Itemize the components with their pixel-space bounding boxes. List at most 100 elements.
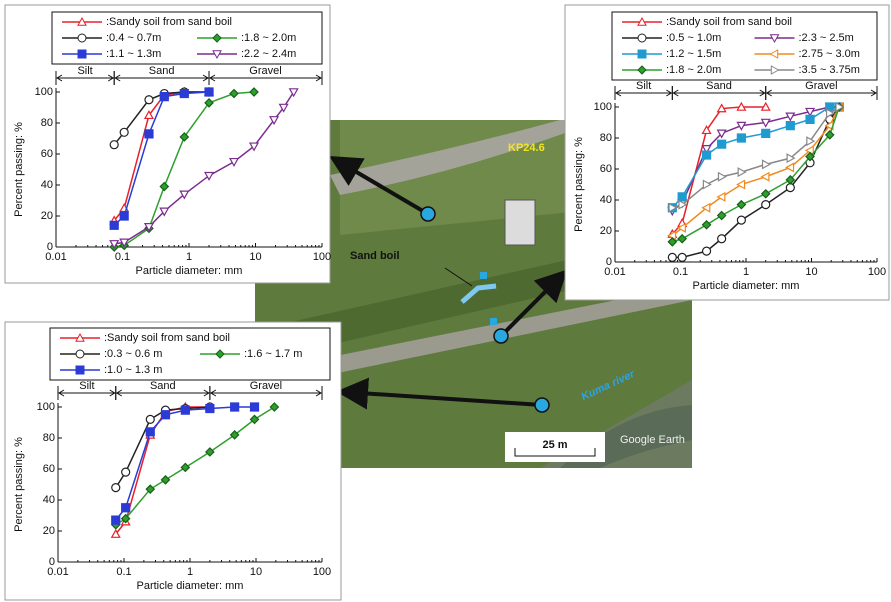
y-axis-label: Percent passing: % xyxy=(573,137,585,232)
x-tick-label: 100 xyxy=(868,266,886,278)
figure: KP24.6 Sand boil Kuma river 25 m Google … xyxy=(0,0,891,602)
zone-label: Silt xyxy=(636,80,651,92)
data-point xyxy=(806,115,814,123)
data-point xyxy=(737,134,745,142)
legend-label: :2.2 ~ 2.4m xyxy=(241,48,296,60)
data-point xyxy=(146,428,154,436)
y-tick-label: 40 xyxy=(600,194,612,206)
legend-label: :1.8 ~ 2.0m xyxy=(666,64,721,76)
data-point xyxy=(120,212,128,220)
legend-label: :Sandy soil from sand boil xyxy=(106,16,232,28)
data-point xyxy=(180,90,188,98)
x-axis-label: Particle diameter: mm xyxy=(693,280,800,292)
data-point xyxy=(122,504,130,512)
data-point xyxy=(205,88,213,96)
zone-label: Sand xyxy=(150,380,176,392)
y-tick-label: 60 xyxy=(41,148,53,160)
data-point xyxy=(160,93,168,101)
x-tick-label: 0.1 xyxy=(673,266,688,278)
legend-marker xyxy=(638,50,646,58)
zone-label: Sand xyxy=(149,65,175,77)
x-tick-label: 1 xyxy=(186,251,192,263)
legend-marker xyxy=(76,350,84,358)
x-tick-label: 100 xyxy=(313,251,331,263)
y-tick-label: 60 xyxy=(43,463,55,475)
zone-label: Gravel xyxy=(805,80,837,92)
data-point xyxy=(786,184,794,192)
data-point xyxy=(145,130,153,138)
data-point xyxy=(251,403,259,411)
y-tick-label: 80 xyxy=(41,117,53,129)
location-dot xyxy=(535,398,549,412)
zone-label: Silt xyxy=(77,65,92,77)
data-point xyxy=(161,411,169,419)
marker-square xyxy=(480,272,487,279)
data-point xyxy=(112,516,120,524)
x-tick-label: 100 xyxy=(313,566,331,578)
legend-label: :Sandy soil from sand boil xyxy=(666,16,792,28)
location-dot xyxy=(494,329,508,343)
data-point xyxy=(668,253,676,261)
zone-label: Sand xyxy=(706,80,732,92)
location-dot xyxy=(421,207,435,221)
feature-label: Sand boil xyxy=(350,250,400,262)
data-point xyxy=(718,140,726,148)
x-tick-label: 0.01 xyxy=(47,566,68,578)
data-point xyxy=(120,128,128,136)
data-point xyxy=(206,405,214,413)
legend-label: :1.1 ~ 1.3m xyxy=(106,48,161,60)
x-tick-label: 0.1 xyxy=(115,251,130,263)
data-point xyxy=(718,235,726,243)
legend-label: :0.5 ~ 1.0m xyxy=(666,32,721,44)
data-point xyxy=(737,216,745,224)
legend-label: :1.0 ~ 1.3 m xyxy=(104,364,162,376)
y-tick-label: 80 xyxy=(600,132,612,144)
data-point xyxy=(110,141,118,149)
x-tick-label: 1 xyxy=(187,566,193,578)
x-tick-label: 0.1 xyxy=(116,566,131,578)
zone-label: Silt xyxy=(79,380,94,392)
y-tick-label: 20 xyxy=(43,525,55,537)
y-tick-label: 100 xyxy=(35,86,53,98)
scale-label: 25 m xyxy=(542,439,567,451)
legend-label: :2.75 ~ 3.0m xyxy=(799,48,860,60)
legend-label: :2.3 ~ 2.5m xyxy=(799,32,854,44)
data-point xyxy=(146,415,154,423)
legend-label: :1.8 ~ 2.0m xyxy=(241,32,296,44)
y-tick-label: 60 xyxy=(600,163,612,175)
y-tick-label: 100 xyxy=(37,401,55,413)
data-point xyxy=(122,468,130,476)
data-point xyxy=(678,253,686,261)
x-tick-label: 1 xyxy=(743,266,749,278)
legend-label: :3.5 ~ 3.75m xyxy=(799,64,860,76)
chart-panel: 0204060801000.010.1110100Particle diamet… xyxy=(5,5,331,283)
legend-label: :0.4 ~ 0.7m xyxy=(106,32,161,44)
data-point xyxy=(110,221,118,229)
data-point xyxy=(703,151,711,159)
data-point xyxy=(678,193,686,201)
y-tick-label: 40 xyxy=(41,179,53,191)
x-tick-label: 10 xyxy=(249,251,261,263)
x-tick-label: 0.01 xyxy=(604,266,625,278)
data-point xyxy=(703,247,711,255)
y-axis-label: Percent passing: % xyxy=(13,437,25,532)
legend-marker xyxy=(78,50,86,58)
legend-label: :0.3 ~ 0.6 m xyxy=(104,348,162,360)
marker-square xyxy=(490,318,497,325)
x-tick-label: 0.01 xyxy=(45,251,66,263)
y-axis-label: Percent passing: % xyxy=(13,122,25,217)
site-label: KP24.6 xyxy=(508,142,545,154)
legend-label: :1.6 ~ 1.7 m xyxy=(244,348,302,360)
legend-label: :1.2 ~ 1.5m xyxy=(666,48,721,60)
building xyxy=(505,200,535,245)
legend-marker xyxy=(638,34,646,42)
data-point xyxy=(145,96,153,104)
data-point xyxy=(112,484,120,492)
x-tick-label: 10 xyxy=(250,566,262,578)
legend-marker xyxy=(76,366,84,374)
data-point xyxy=(762,129,770,137)
zone-label: Gravel xyxy=(250,380,282,392)
y-tick-label: 20 xyxy=(600,225,612,237)
